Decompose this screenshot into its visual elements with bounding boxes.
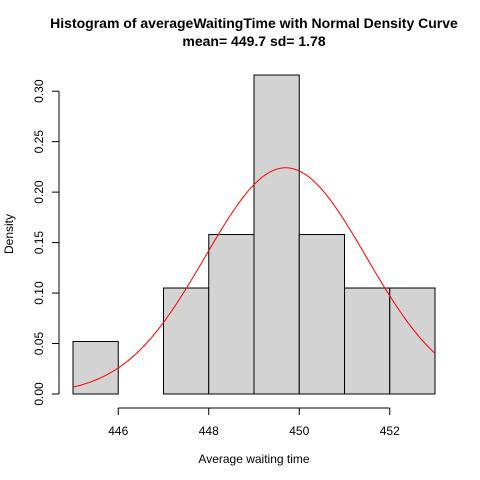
histogram-bar-0 — [72, 341, 119, 395]
x-tick-label-448: 448 — [199, 424, 219, 438]
histogram-bar-7 — [389, 287, 436, 395]
histogram-bar-2 — [163, 287, 210, 395]
y-tick-label-4: 0.20 — [32, 180, 46, 204]
y-tick-label-0: 0.00 — [32, 382, 46, 406]
histogram-bars — [72, 74, 436, 395]
y-tick-label-6: 0.30 — [32, 79, 46, 103]
histogram-bar-4 — [253, 74, 300, 395]
y-tick-label-3: 0.15 — [32, 231, 46, 255]
y-tick-label-5: 0.25 — [32, 130, 46, 154]
x-axis-label: Average waiting time — [198, 452, 309, 466]
chart-subtitle: mean= 449.7 sd= 1.78 — [182, 33, 325, 49]
chart-title: Histogram of averageWaitingTime with Nor… — [50, 15, 458, 31]
histogram-bar-5 — [298, 234, 345, 395]
histogram-bar-6 — [344, 287, 391, 395]
x-tick-label-452: 452 — [380, 424, 400, 438]
y-axis: 0.00 0.05 0.10 0.15 0.20 0.25 0.30 — [32, 79, 60, 406]
y-tick-label-1: 0.05 — [32, 332, 46, 356]
y-tick-label-2: 0.10 — [32, 281, 46, 305]
x-axis: 446 448 450 452 — [108, 407, 400, 438]
x-tick-label-446: 446 — [108, 424, 128, 438]
normal-density-curve — [72, 167, 436, 388]
histogram-bar-3 — [208, 234, 255, 395]
x-tick-label-450: 450 — [289, 424, 309, 438]
y-axis-label: Density — [2, 214, 16, 254]
